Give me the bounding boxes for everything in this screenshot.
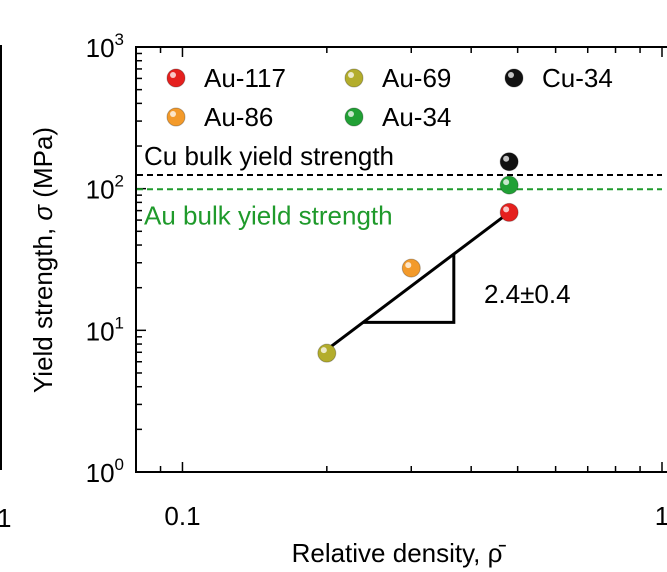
data-point	[317, 343, 337, 363]
y-tick-label: 101	[86, 313, 124, 346]
slope-label: 2.4±0.4	[484, 279, 571, 309]
data-point	[401, 258, 421, 278]
data-point-highlight	[503, 179, 510, 186]
legend-label: Au-117	[204, 63, 286, 93]
reference-line-label: Cu bulk yield strength	[144, 141, 394, 171]
legend-label: Cu-34	[542, 63, 613, 93]
x-tick-label: 1	[655, 501, 667, 531]
data-point	[499, 175, 519, 195]
legend-label: Au-34	[382, 102, 451, 132]
legend-marker-highlight	[348, 72, 354, 78]
reference-line-label: Au bulk yield strength	[144, 200, 393, 230]
y-tick-base: 10	[86, 458, 115, 488]
x-tick-label: 0.1	[164, 501, 200, 531]
y-tick-exponent: 0	[115, 455, 124, 474]
y-tick-base: 10	[86, 316, 115, 346]
left-edge-tick-label: 1	[0, 503, 11, 533]
y-tick-exponent: 3	[115, 30, 124, 49]
legend-marker	[344, 68, 364, 88]
legend-marker	[166, 107, 186, 127]
y-axis-label-main: Yield strength,	[28, 221, 58, 393]
y-axis-label-symbol: σ	[28, 204, 58, 221]
legend-marker	[166, 68, 186, 88]
legend-marker-highlight	[348, 111, 354, 117]
y-tick-label: 103	[86, 30, 124, 63]
y-tick-label: 102	[86, 172, 124, 205]
data-point-highlight	[503, 206, 510, 213]
y-tick-base: 10	[86, 33, 115, 63]
legend-marker	[504, 68, 524, 88]
data-point-highlight	[405, 262, 412, 269]
y-tick-base: 10	[86, 175, 115, 205]
data-point	[499, 152, 519, 172]
y-axis-label-unit: (MPa)	[28, 127, 58, 205]
y-tick-exponent: 1	[115, 313, 124, 332]
legend-marker-highlight	[170, 111, 176, 117]
legend-marker-highlight	[170, 72, 176, 78]
slope-triangle	[363, 254, 456, 324]
data-point-highlight	[320, 347, 327, 354]
y-axis-label: Yield strength, σ (MPa)	[28, 127, 58, 393]
y-tick-exponent: 2	[115, 172, 124, 191]
x-axis-label: Relative density, ρ̄	[292, 538, 507, 568]
data-point	[499, 202, 519, 222]
legend-marker	[344, 107, 364, 127]
legend-label: Au-69	[382, 63, 451, 93]
data-point-highlight	[503, 155, 510, 162]
y-tick-label: 100	[86, 455, 124, 488]
fit-line	[325, 211, 511, 351]
legend-marker-highlight	[508, 72, 514, 78]
legend-label: Au-86	[204, 102, 273, 132]
